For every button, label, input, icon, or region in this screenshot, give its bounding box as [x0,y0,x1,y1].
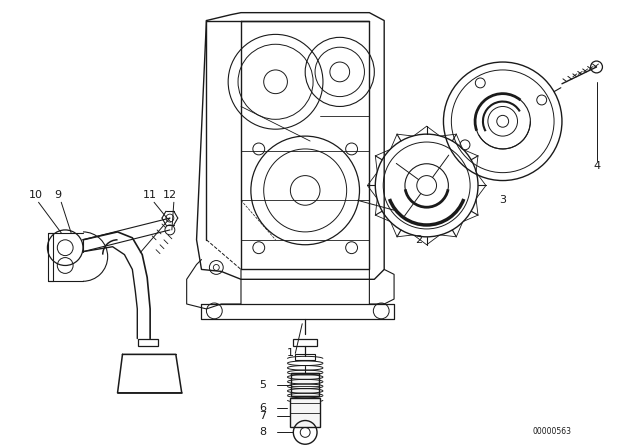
Bar [138,339,158,346]
Text: 3: 3 [499,195,506,205]
Bar [291,373,319,396]
Text: 9: 9 [55,190,62,200]
Bar [293,339,317,346]
Text: 1: 1 [287,349,294,358]
Bar [291,398,320,427]
Text: 8: 8 [259,427,266,437]
Text: 6: 6 [259,403,266,413]
Text: 10: 10 [29,190,43,200]
Text: 11: 11 [143,190,157,200]
Text: 12: 12 [163,190,177,200]
Text: 7: 7 [259,411,266,421]
Bar [295,354,315,360]
Text: 2: 2 [415,235,422,245]
Text: 5: 5 [259,380,266,390]
Text: 00000563: 00000563 [532,427,572,436]
Text: 4: 4 [593,161,600,171]
